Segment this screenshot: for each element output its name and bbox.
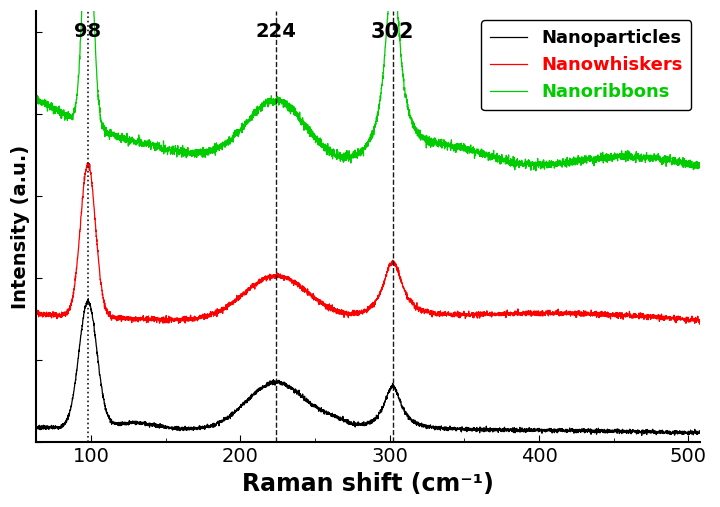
Nanowhiskers xyxy=(643,315,652,321)
Nanoparticles xyxy=(676,429,685,436)
Y-axis label: Intensity (a.u.): Intensity (a.u.) xyxy=(11,144,30,309)
Nanoribbons xyxy=(514,161,523,167)
Nanoribbons xyxy=(316,137,325,143)
Text: 224: 224 xyxy=(256,22,297,41)
Line: Nanowhiskers: Nanowhiskers xyxy=(36,163,701,324)
Nanowhiskers xyxy=(696,316,705,322)
Nanoribbons xyxy=(643,155,652,161)
Line: Nanoribbons: Nanoribbons xyxy=(36,0,701,171)
Nanoribbons xyxy=(696,162,705,168)
Nanoparticles xyxy=(696,429,705,435)
Nanoribbons xyxy=(311,133,320,139)
Nanoparticles xyxy=(643,426,652,432)
Nanowhiskers xyxy=(696,321,704,327)
Nanowhiskers xyxy=(347,310,356,316)
Nanoribbons xyxy=(676,158,685,164)
Nanoparticles xyxy=(311,403,320,409)
Nanoparticles xyxy=(514,427,523,433)
Nanowhiskers xyxy=(316,297,325,303)
Nanowhiskers xyxy=(32,310,40,316)
Nanoparticles xyxy=(637,432,646,439)
Legend: Nanoparticles, Nanowhiskers, Nanoribbons: Nanoparticles, Nanowhiskers, Nanoribbons xyxy=(482,20,691,110)
Nanoparticles xyxy=(347,420,356,426)
Nanoparticles xyxy=(316,407,325,413)
Nanowhiskers xyxy=(676,317,685,323)
Text: 98: 98 xyxy=(74,22,102,41)
Nanowhiskers xyxy=(83,160,91,166)
Nanoribbons xyxy=(347,153,356,159)
Text: 302: 302 xyxy=(371,22,415,42)
Nanowhiskers xyxy=(514,310,523,316)
Nanoribbons xyxy=(531,168,540,174)
Line: Nanoparticles: Nanoparticles xyxy=(36,299,701,436)
X-axis label: Raman shift (cm⁻¹): Raman shift (cm⁻¹) xyxy=(242,472,494,496)
Nanowhiskers xyxy=(311,294,320,300)
Nanoribbons xyxy=(32,95,40,101)
Nanoparticles xyxy=(84,296,92,302)
Nanoparticles xyxy=(32,422,40,428)
